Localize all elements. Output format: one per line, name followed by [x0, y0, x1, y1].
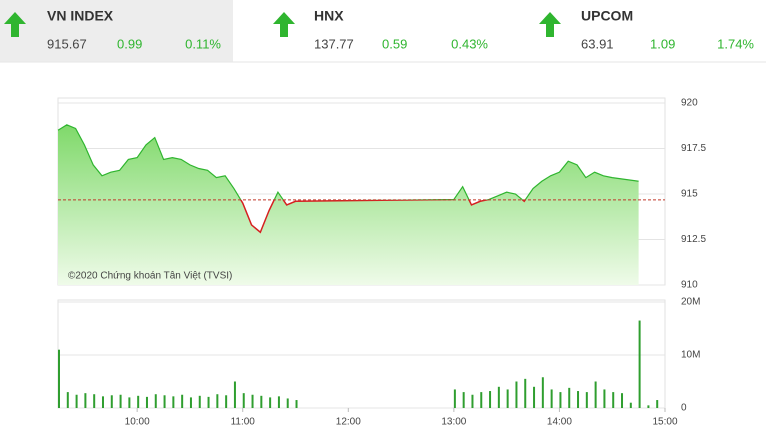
- y-tick-label: 912.5: [681, 234, 706, 245]
- volume-bar: [603, 389, 606, 408]
- volume-bar: [638, 320, 641, 408]
- volume-bar: [533, 386, 536, 408]
- volume-bar: [497, 386, 500, 408]
- volume-bar: [489, 391, 492, 408]
- volume-bar: [189, 397, 192, 408]
- volume-bar: [286, 398, 289, 408]
- x-tick-label: 14:00: [547, 417, 572, 428]
- volume-bar: [524, 378, 527, 408]
- volume-bar: [58, 349, 60, 408]
- volume-bar: [198, 395, 201, 408]
- volume-bar: [471, 394, 474, 408]
- price-area: [58, 124, 639, 285]
- up-arrow: [273, 12, 295, 37]
- index-2[interactable]: UPCOM 63.91 1.09 1.74%: [539, 8, 754, 52]
- volume-bar: [559, 392, 562, 408]
- up-arrow: [539, 12, 561, 37]
- volume-bar: [242, 393, 245, 408]
- y-tick-label: 910: [681, 280, 698, 291]
- volume-bar: [550, 389, 553, 408]
- volume-bar: [84, 393, 87, 408]
- price-line-down: [239, 199, 527, 234]
- volume-bar: [251, 394, 254, 408]
- volume-bar: [66, 392, 69, 408]
- volume-bar: [506, 389, 509, 408]
- index-0[interactable]: VN INDEX 915.67 0.99 0.11%: [4, 8, 221, 52]
- volume-bar: [541, 377, 544, 408]
- volume-bar: [172, 396, 175, 408]
- volume-bar: [128, 397, 131, 408]
- volume-bar: [277, 396, 280, 408]
- volume-bar: [612, 392, 615, 408]
- volume-bar: [594, 381, 597, 408]
- volume-bar: [453, 389, 456, 408]
- y-tick-label: 917.5: [681, 143, 706, 154]
- index-value: 63.91: [581, 36, 614, 51]
- x-tick-label: 15:00: [652, 417, 677, 428]
- x-tick-label: 13:00: [441, 417, 466, 428]
- price-line-up: [57, 124, 639, 200]
- volume-bar: [101, 396, 104, 408]
- volume-bar: [225, 395, 228, 408]
- index-name: UPCOM: [581, 8, 633, 24]
- index-percent: 1.74%: [717, 36, 754, 51]
- x-tick-label: 12:00: [336, 417, 361, 428]
- volume-bar: [145, 396, 148, 408]
- index-value: 915.67: [47, 36, 87, 51]
- volume-bar: [568, 387, 571, 408]
- volume-bar: [137, 395, 140, 408]
- volume-bar: [216, 394, 219, 408]
- copyright: ©2020 Chứng khoán Tân Việt (TVSI): [68, 271, 232, 282]
- volume-bar: [656, 400, 659, 408]
- volume-bar: [462, 392, 465, 408]
- volume-bar: [269, 397, 272, 408]
- volume-bar: [295, 400, 298, 408]
- index-percent: 0.11%: [185, 36, 221, 51]
- volume-bar: [629, 402, 632, 408]
- volume-bar: [207, 396, 210, 408]
- volume-frame: [57, 299, 666, 409]
- volume-bar: [233, 381, 236, 408]
- index-name: VN INDEX: [47, 8, 114, 24]
- volume-bar: [260, 395, 263, 408]
- y-tick-label: 10M: [681, 350, 700, 361]
- volume-bar: [577, 391, 580, 408]
- y-tick-label: 20M: [681, 297, 700, 308]
- index-change: 0.59: [382, 36, 407, 51]
- volume-bar: [480, 392, 483, 408]
- up-arrow: [4, 12, 26, 37]
- volume-bar: [181, 394, 184, 408]
- y-tick-label: 915: [681, 189, 698, 200]
- volume-bar: [515, 381, 518, 408]
- x-tick-label: 10:00: [125, 417, 150, 428]
- index-name: HNX: [314, 8, 344, 24]
- volume-bar: [647, 405, 650, 408]
- volume-bar: [75, 394, 78, 408]
- volume-bar: [110, 395, 113, 408]
- volume-bar: [154, 394, 157, 408]
- index-value: 137.77: [314, 36, 354, 51]
- volume-bar: [119, 394, 122, 408]
- index-change: 0.99: [117, 36, 142, 51]
- index-1[interactable]: HNX 137.77 0.59 0.43%: [273, 8, 488, 52]
- index-percent: 0.43%: [451, 36, 488, 51]
- volume-bar: [93, 394, 96, 408]
- y-tick-label: 0: [681, 403, 687, 414]
- volume-bar: [621, 393, 624, 408]
- volume-bar: [163, 395, 166, 408]
- x-tick-label: 11:00: [231, 417, 256, 428]
- y-tick-label: 920: [681, 98, 698, 109]
- header-active: [0, 0, 233, 62]
- volume-bar: [585, 392, 588, 408]
- index-change: 1.09: [650, 36, 675, 51]
